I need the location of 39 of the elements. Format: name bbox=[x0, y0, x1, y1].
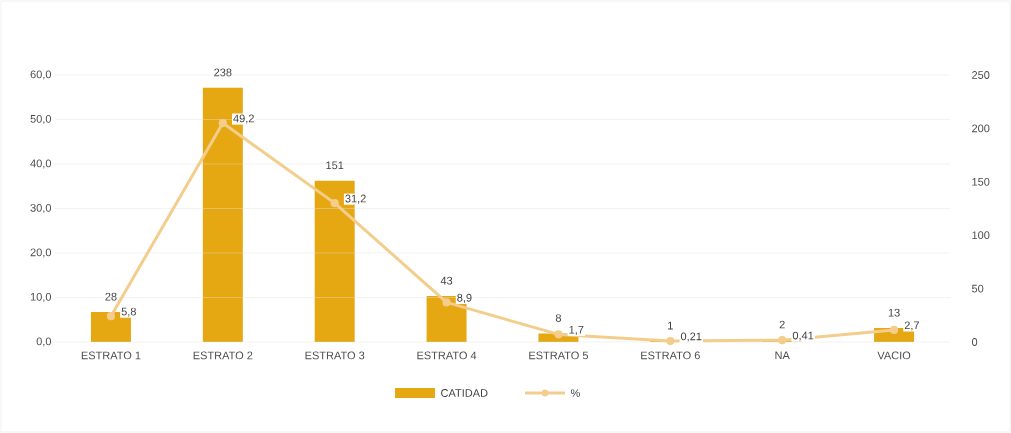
y-tick-label: 40,0 bbox=[30, 159, 52, 169]
y2-tick-label: 150 bbox=[972, 177, 990, 186]
legend-label: % bbox=[570, 389, 580, 397]
data-label: 0,21 bbox=[680, 332, 702, 342]
data-label: 8 bbox=[555, 314, 562, 322]
data-label: 1 bbox=[668, 321, 673, 330]
data-label: 0,41 bbox=[792, 331, 814, 341]
data-label: 2 bbox=[779, 320, 785, 329]
data-label: 31,2 bbox=[345, 194, 366, 204]
x-tick-label: ESTRATO 2 bbox=[193, 351, 253, 360]
data-label: 2,7 bbox=[904, 321, 919, 331]
y-tick-label: 10,0 bbox=[30, 292, 52, 303]
x-tick-label: ESTRATO 1 bbox=[81, 351, 141, 360]
y-tick-label: 20,0 bbox=[30, 248, 52, 258]
x-tick-label: ESTRATO 3 bbox=[305, 351, 365, 360]
y-tick-label: 30,0 bbox=[30, 203, 52, 214]
x-tick-label: VACIO bbox=[877, 351, 911, 360]
data-label: 28 bbox=[105, 292, 117, 301]
x-tick-label: ESTRATO 4 bbox=[417, 351, 477, 360]
y2-tick-label: 0 bbox=[971, 338, 978, 346]
y2-tick-label: 200 bbox=[972, 124, 990, 133]
data-label: 43 bbox=[440, 276, 453, 285]
y-tick-label: 60,0 bbox=[30, 70, 52, 80]
x-tick-label: ESTRATO 5 bbox=[529, 351, 589, 360]
y2-tick-label: 50 bbox=[971, 284, 984, 293]
y2-tick-label: 100 bbox=[972, 231, 990, 240]
data-label: 8,9 bbox=[457, 293, 472, 303]
data-label: 49,2 bbox=[233, 114, 254, 124]
data-label: 5,8 bbox=[121, 307, 136, 317]
data-label: 238 bbox=[214, 68, 232, 77]
data-label: 1,7 bbox=[569, 325, 584, 335]
data-label: 151 bbox=[326, 161, 344, 170]
y-tick-label: 0,0 bbox=[36, 337, 52, 347]
x-tick-label: NA bbox=[775, 351, 790, 360]
data-label: 13 bbox=[888, 308, 900, 317]
y2-tick-label: 250 bbox=[972, 71, 990, 79]
legend-label: CATIDAD bbox=[441, 389, 488, 397]
x-tick-label: ESTRATO 6 bbox=[641, 351, 700, 360]
y-tick-label: 50,0 bbox=[30, 114, 52, 125]
